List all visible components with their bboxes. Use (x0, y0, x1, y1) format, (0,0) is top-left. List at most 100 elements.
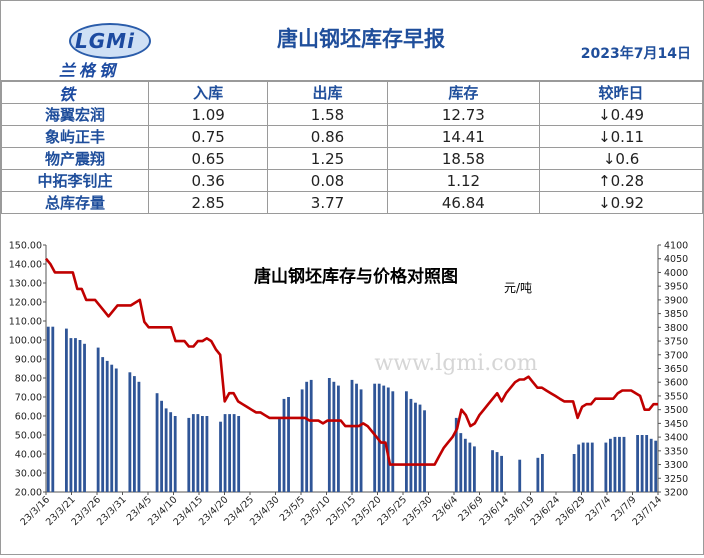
y2-tick-label: 3400 (664, 433, 688, 444)
inventory-bar (463, 438, 467, 492)
y2-tick-label: 3300 (664, 460, 688, 471)
inventory-bar (114, 368, 118, 492)
y2-tick-label: 3450 (664, 419, 688, 430)
inventory-bar (391, 391, 395, 492)
inventory-bar (300, 389, 304, 492)
y2-tick-label: 3650 (664, 364, 688, 375)
y-tick-label: 110.00 (9, 317, 42, 328)
inventory-bar (590, 442, 594, 492)
inventory-bar (645, 435, 649, 492)
inventory-bar (78, 340, 82, 492)
outbound-cell: 0.86 (267, 125, 388, 148)
y2-tick-label: 3950 (664, 282, 688, 293)
inventory-bar (540, 454, 544, 492)
watermark-text: www.lgmi.com (374, 351, 537, 376)
inventory-bar (355, 383, 358, 492)
inventory-bar (373, 383, 377, 492)
outbound-cell: 1.58 (267, 103, 388, 126)
inventory-bar (377, 383, 381, 492)
inventory-bar (418, 404, 422, 492)
inventory-bar (350, 379, 354, 492)
lgmi-logo: LGMi 兰格钢铁 (29, 11, 151, 104)
inventory-bar (654, 440, 658, 492)
inventory-bar (101, 357, 105, 492)
table-row: 海翼宏润 1.09 1.58 12.73 ↓0.49 (1, 103, 703, 126)
inventory-bar (386, 387, 390, 492)
y-tick-label: 120.00 (9, 298, 42, 309)
inventory-bar (332, 381, 336, 492)
inventory-bar (586, 442, 590, 492)
inventory-bar (169, 412, 173, 492)
warehouse-name: 中拓李钊庄 (1, 169, 149, 192)
inventory-bar (622, 436, 626, 492)
change-cell: ↓0.49 (539, 103, 703, 126)
inbound-cell: 1.09 (147, 103, 269, 126)
inventory-bar (305, 381, 309, 492)
inventory-bar (64, 328, 68, 492)
inbound-cell: 2.85 (147, 191, 269, 214)
logo-brand-text: LGMi (75, 29, 135, 53)
inventory-bar (223, 414, 227, 492)
report-date: 2023年7月14日 (580, 46, 691, 62)
inventory-bar (454, 417, 458, 492)
stock-cell: 12.73 (386, 103, 541, 126)
unit-label: 元/吨 (504, 281, 532, 295)
inbound-cell: 0.75 (147, 125, 269, 148)
inbound-cell: 0.65 (147, 147, 269, 170)
inventory-bar (359, 389, 363, 492)
inbound-cell: 0.36 (147, 169, 269, 192)
y2-tick-label: 3850 (664, 309, 688, 320)
inventory-bar (132, 376, 136, 492)
column-header: 入库 (147, 81, 269, 104)
inventory-bar (491, 450, 494, 492)
inventory-bar (414, 402, 417, 492)
y-tick-label: 80.00 (15, 374, 42, 385)
inventory-bar (187, 417, 191, 492)
warehouse-name: 海翼宏润 (1, 103, 149, 126)
inventory-bar (237, 416, 241, 492)
inventory-bar (618, 436, 621, 492)
change-cell: ↑0.28 (539, 169, 703, 192)
inventory-bar (404, 391, 408, 492)
inventory-bar (282, 398, 286, 492)
table-row: 物产震翔 0.65 1.25 18.58 ↓0.6 (1, 147, 703, 170)
inventory-bar (96, 347, 100, 492)
inventory-bar (604, 442, 608, 492)
warehouse-name: 物产震翔 (1, 147, 149, 170)
y2-tick-label: 4100 (664, 241, 688, 252)
column-header: 较昨日 (539, 81, 703, 104)
inventory-bar (191, 414, 195, 492)
inventory-bar (69, 338, 73, 492)
inventory-bar (518, 459, 522, 492)
inventory-bar (46, 326, 50, 492)
inventory-bar (164, 408, 168, 492)
inventory-bar (423, 410, 426, 492)
inventory-bar (608, 438, 612, 492)
inventory-bar (196, 414, 200, 492)
y2-tick-label: 3500 (664, 405, 688, 416)
inventory-bar (137, 381, 141, 492)
inventory-bar (581, 442, 585, 492)
y-tick-label: 90.00 (15, 355, 42, 366)
y-tick-label: 130.00 (9, 279, 42, 290)
column-header: 出库 (267, 81, 388, 104)
y-tick-label: 30.00 (15, 469, 42, 480)
y2-tick-label: 3250 (664, 474, 688, 485)
y2-tick-label: 3550 (664, 391, 688, 402)
change-cell: ↓0.92 (539, 191, 703, 214)
stock-cell: 46.84 (386, 191, 541, 214)
outbound-cell: 0.08 (267, 169, 388, 192)
y2-tick-label: 3800 (664, 323, 688, 334)
table-row: 象屿正丰 0.75 0.86 14.41 ↓0.11 (1, 125, 703, 148)
inventory-bar (459, 433, 463, 492)
y-tick-label: 150.00 (9, 241, 42, 252)
stock-cell: 14.41 (386, 125, 541, 148)
y-tick-label: 100.00 (9, 336, 42, 347)
logo-badge: LGMi (69, 23, 151, 59)
inventory-bar (155, 393, 159, 492)
inventory-bar (495, 452, 499, 492)
column-header (1, 81, 149, 104)
inventory-bar (409, 398, 413, 492)
inventory-bar (640, 435, 644, 492)
inventory-bar (219, 421, 222, 492)
